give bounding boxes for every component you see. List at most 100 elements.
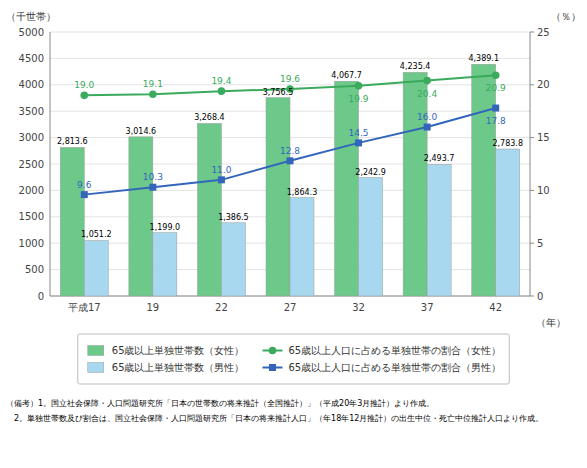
line-marker bbox=[149, 91, 157, 99]
y-tick-label: 1000 bbox=[19, 238, 44, 249]
bar bbox=[496, 149, 520, 296]
legend-swatch bbox=[88, 346, 104, 356]
y2-tick-label: 0 bbox=[537, 291, 543, 302]
line-marker bbox=[355, 82, 363, 90]
bar-data-label: 2,493.7 bbox=[424, 154, 455, 163]
note: 2。単独世帯数及び割合は、国立社会保障・人口問題研究所「日本の将来推計人口」（年… bbox=[6, 414, 543, 423]
line-marker bbox=[492, 105, 499, 112]
line-data-label: 19.6 bbox=[280, 74, 300, 84]
bar-data-label: 1,051.2 bbox=[81, 230, 112, 239]
line-marker bbox=[424, 124, 431, 131]
bar-data-label: 3,268.4 bbox=[194, 113, 225, 122]
line-marker bbox=[218, 87, 226, 95]
line-data-label: 17.8 bbox=[486, 116, 506, 126]
bar bbox=[472, 64, 496, 296]
line-marker bbox=[355, 139, 362, 146]
line-marker bbox=[287, 157, 294, 164]
line-data-label: 19.9 bbox=[349, 94, 369, 104]
bar bbox=[403, 72, 427, 296]
y2-tick-label: 25 bbox=[537, 27, 550, 38]
data-labels: 2,813.63,014.63,268.43,756.54,067.74,235… bbox=[57, 54, 523, 239]
y2-tick bbox=[530, 190, 534, 191]
y2-tick bbox=[530, 243, 534, 244]
bar bbox=[197, 123, 221, 296]
bar-data-label: 1,199.0 bbox=[150, 223, 181, 232]
y-tick-label: 1500 bbox=[19, 211, 44, 222]
bar-series bbox=[84, 149, 519, 296]
line-marker bbox=[149, 184, 156, 191]
legend-label: 65歳以上単独世帯数（女性） bbox=[112, 345, 245, 356]
axes: 0500100015002000250030003500400045005000… bbox=[19, 27, 550, 314]
x-tick-label: 32 bbox=[352, 302, 365, 313]
grid-line bbox=[50, 32, 530, 33]
bar bbox=[266, 98, 290, 296]
grid-line bbox=[50, 58, 530, 59]
x-tick-label: 37 bbox=[421, 302, 434, 313]
bar-data-label: 4,389.1 bbox=[468, 54, 499, 63]
line-data-label: 19.4 bbox=[211, 76, 231, 86]
y-tick-label: 2500 bbox=[19, 159, 44, 170]
y-tick-label: 5000 bbox=[19, 27, 44, 38]
line-marker bbox=[81, 191, 88, 198]
line-marker bbox=[80, 92, 88, 100]
line-marker bbox=[423, 77, 431, 85]
line-data-label: 11.0 bbox=[211, 165, 231, 175]
line-data-label: 19.1 bbox=[143, 79, 163, 89]
bar-data-label: 2,813.6 bbox=[57, 137, 88, 146]
grid-line bbox=[50, 84, 530, 85]
y2-axis-line bbox=[530, 32, 531, 296]
bar-data-label: 1,864.3 bbox=[287, 188, 318, 197]
line-data-label: 14.5 bbox=[349, 128, 369, 138]
line-marker bbox=[492, 71, 500, 79]
y-tick-label: 2000 bbox=[19, 185, 44, 196]
bar-data-label: 1,386.5 bbox=[218, 213, 249, 222]
x-tick-label: 22 bbox=[215, 302, 228, 313]
y2-axis-label: （％） bbox=[551, 11, 581, 22]
x-tick-label: 42 bbox=[489, 302, 502, 313]
line-marker bbox=[218, 176, 225, 183]
legend-label: 65歳以上人口に占める単独世帯の割合（男性） bbox=[289, 362, 502, 373]
bar bbox=[84, 240, 108, 296]
grid bbox=[50, 32, 530, 296]
bar bbox=[290, 198, 314, 296]
plot-marks bbox=[60, 64, 519, 296]
y2-tick-label: 15 bbox=[537, 132, 550, 143]
legend-swatch bbox=[269, 364, 276, 371]
line-data-label: 10.3 bbox=[143, 172, 163, 182]
y-tick-label: 4000 bbox=[19, 79, 44, 90]
line bbox=[84, 108, 495, 195]
bar-data-label: 2,242.9 bbox=[355, 168, 386, 177]
line-data-label: 9.6 bbox=[77, 180, 92, 190]
y2-tick-label: 10 bbox=[537, 185, 550, 196]
bar bbox=[335, 81, 359, 296]
y2-tick bbox=[530, 32, 534, 33]
background bbox=[0, 0, 587, 468]
y-tick-label: 0 bbox=[38, 291, 44, 302]
bar bbox=[221, 223, 245, 296]
legend: 65歳以上単独世帯数（女性） 65歳以上単独世帯数（男性） 65歳以上人口に占める単… bbox=[78, 334, 509, 384]
line-series bbox=[81, 105, 499, 199]
line-data-label: 20.4 bbox=[417, 89, 437, 99]
x-tick-label: 27 bbox=[284, 302, 297, 313]
x-axis-label: （年） bbox=[536, 317, 566, 328]
y2-tick bbox=[530, 84, 534, 85]
bar bbox=[359, 178, 383, 296]
y-tick-label: 500 bbox=[25, 264, 44, 275]
y2-tick-label: 5 bbox=[537, 238, 543, 249]
bar-data-label: 3,014.6 bbox=[126, 127, 157, 136]
line-data-label: 16.0 bbox=[417, 112, 437, 122]
bar bbox=[153, 233, 177, 296]
y2-tick-label: 20 bbox=[537, 79, 550, 90]
legend-swatch bbox=[88, 363, 104, 373]
legend-frame bbox=[78, 334, 509, 384]
legend-label: 65歳以上人口に占める単独世帯の割合（女性） bbox=[289, 345, 502, 356]
y-tick-label: 4500 bbox=[19, 53, 44, 64]
y-axis-line bbox=[50, 32, 51, 296]
y-tick-label: 3500 bbox=[19, 106, 44, 117]
legend-label: 65歳以上単独世帯数（男性） bbox=[112, 362, 245, 373]
line-data-label: 20.9 bbox=[486, 83, 506, 93]
bar bbox=[427, 164, 451, 296]
y-axis-label: （千世帯） bbox=[6, 11, 56, 22]
chart: 0500100015002000250030003500400045005000… bbox=[0, 0, 587, 468]
bar bbox=[60, 147, 84, 296]
